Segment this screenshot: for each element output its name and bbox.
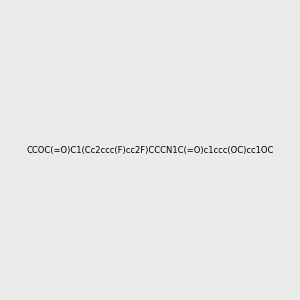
Text: CCOC(=O)C1(Cc2ccc(F)cc2F)CCCN1C(=O)c1ccc(OC)cc1OC: CCOC(=O)C1(Cc2ccc(F)cc2F)CCCN1C(=O)c1ccc… — [26, 146, 274, 154]
